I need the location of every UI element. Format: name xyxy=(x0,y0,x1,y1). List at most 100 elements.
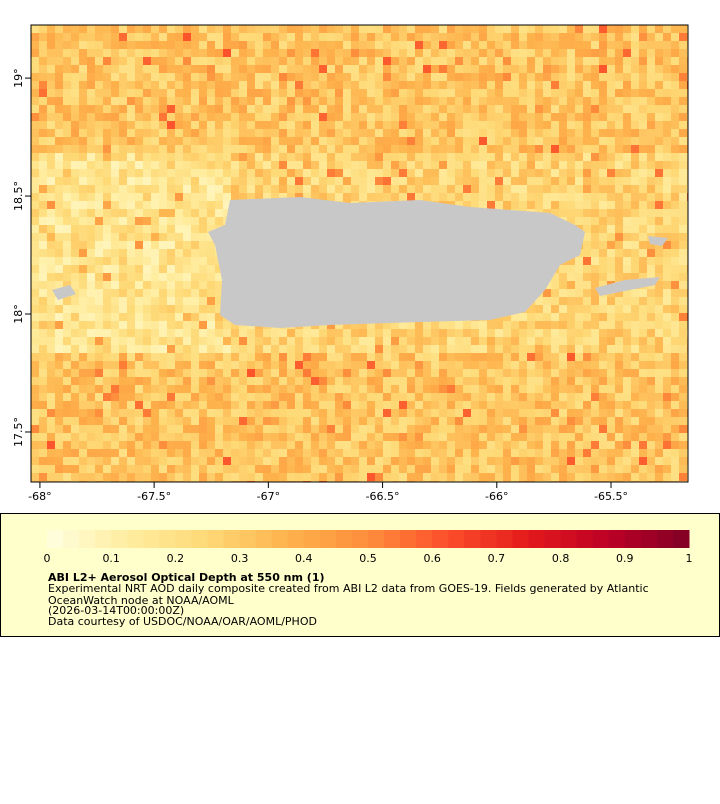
aod-cell xyxy=(159,289,167,297)
aod-cell xyxy=(535,185,543,193)
aod-cell xyxy=(183,73,191,81)
aod-cell xyxy=(191,337,199,345)
aod-cell xyxy=(343,153,351,161)
aod-cell xyxy=(311,393,319,401)
aod-cell xyxy=(47,369,55,377)
aod-cell xyxy=(239,449,247,457)
aod-cell xyxy=(95,425,103,433)
aod-cell xyxy=(495,161,503,169)
aod-cell xyxy=(287,57,295,65)
aod-cell xyxy=(159,257,167,265)
aod-cell xyxy=(183,177,191,185)
aod-cell xyxy=(527,433,535,441)
aod-cell xyxy=(311,161,319,169)
aod-cell xyxy=(167,161,175,169)
aod-cell xyxy=(391,145,399,153)
aod-cell xyxy=(639,433,647,441)
aod-cell xyxy=(175,345,183,353)
aod-cell xyxy=(111,473,119,481)
aod-cell xyxy=(391,105,399,113)
aod-cell xyxy=(231,89,239,97)
aod-cell xyxy=(439,417,447,425)
aod-cell xyxy=(431,65,439,73)
aod-cell xyxy=(279,33,287,41)
aod-cell xyxy=(615,289,623,297)
aod-cell xyxy=(63,377,71,385)
aod-cell xyxy=(319,433,327,441)
aod-cell xyxy=(495,105,503,113)
aod-cell xyxy=(255,129,263,137)
aod-cell xyxy=(447,137,455,145)
aod-cell xyxy=(607,169,615,177)
aod-cell xyxy=(279,393,287,401)
aod-cell xyxy=(583,409,591,417)
aod-cell xyxy=(631,41,639,49)
aod-cell xyxy=(255,377,263,385)
aod-cell xyxy=(495,113,503,121)
aod-cell xyxy=(471,41,479,49)
aod-cell xyxy=(655,449,663,457)
aod-cell xyxy=(575,377,583,385)
aod-cell xyxy=(679,449,687,457)
colorbar-step xyxy=(464,530,481,548)
aod-cell xyxy=(71,161,79,169)
colorbar-tick-label: 0.3 xyxy=(231,552,249,565)
aod-cell xyxy=(655,49,663,57)
aod-cell xyxy=(503,361,511,369)
aod-cell xyxy=(63,177,71,185)
aod-cell xyxy=(311,33,319,41)
aod-cell xyxy=(407,161,415,169)
aod-cell xyxy=(103,321,111,329)
aod-cell xyxy=(519,97,527,105)
aod-cell xyxy=(127,113,135,121)
aod-cell xyxy=(183,377,191,385)
aod-cell xyxy=(383,457,391,465)
aod-cell xyxy=(663,289,671,297)
aod-cell xyxy=(479,329,487,337)
aod-cell xyxy=(327,105,335,113)
aod-cell xyxy=(231,137,239,145)
aod-cell xyxy=(439,465,447,473)
aod-cell xyxy=(623,145,631,153)
aod-cell xyxy=(495,329,503,337)
aod-cell xyxy=(343,345,351,353)
aod-cell xyxy=(199,249,207,257)
aod-cell xyxy=(679,161,687,169)
aod-cell xyxy=(431,145,439,153)
aod-cell xyxy=(215,457,223,465)
aod-cell xyxy=(511,153,519,161)
aod-cell xyxy=(239,473,247,481)
aod-cell xyxy=(167,193,175,201)
aod-cell xyxy=(63,145,71,153)
aod-cell xyxy=(247,401,255,409)
aod-cell xyxy=(215,137,223,145)
aod-cell xyxy=(335,457,343,465)
aod-cell xyxy=(335,465,343,473)
aod-cell xyxy=(487,409,495,417)
aod-cell xyxy=(63,433,71,441)
aod-cell xyxy=(631,449,639,457)
aod-cell xyxy=(255,409,263,417)
aod-cell xyxy=(87,33,95,41)
aod-cell xyxy=(127,25,135,33)
aod-cell xyxy=(271,57,279,65)
aod-cell xyxy=(375,321,383,329)
aod-cell xyxy=(263,441,271,449)
aod-cell xyxy=(343,449,351,457)
aod-cell xyxy=(239,425,247,433)
aod-cell xyxy=(671,217,679,225)
aod-cell xyxy=(495,337,503,345)
aod-cell xyxy=(679,401,687,409)
aod-cell xyxy=(231,457,239,465)
aod-cell xyxy=(623,41,631,49)
aod-cell xyxy=(671,153,679,161)
aod-cell xyxy=(503,121,511,129)
aod-cell xyxy=(583,337,591,345)
aod-cell xyxy=(583,209,591,217)
aod-cell xyxy=(647,89,655,97)
aod-cell xyxy=(183,297,191,305)
aod-cell xyxy=(591,137,599,145)
aod-cell xyxy=(127,361,135,369)
aod-cell xyxy=(303,137,311,145)
aod-cell xyxy=(319,129,327,137)
